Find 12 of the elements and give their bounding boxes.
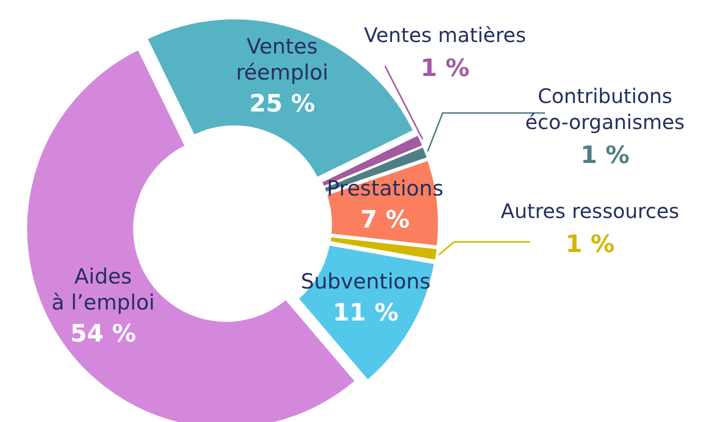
slice-label: Aides à l’emploi [52, 264, 155, 314]
data-label: 1 % [580, 141, 630, 169]
slice-label: Autres ressources [500, 199, 680, 223]
data-label: 1 % [420, 54, 470, 82]
slice-label: Contributions éco-organismes [525, 84, 685, 134]
data-label: 11 % [332, 298, 399, 327]
data-label: 25 % [249, 89, 316, 118]
data-label: 54 % [70, 319, 136, 348]
slice-label: Ventes réemploi [236, 34, 328, 84]
data-label: 1 % [565, 230, 615, 258]
slice-label: Ventes matières [364, 23, 526, 47]
data-label: 7 % [360, 205, 410, 234]
